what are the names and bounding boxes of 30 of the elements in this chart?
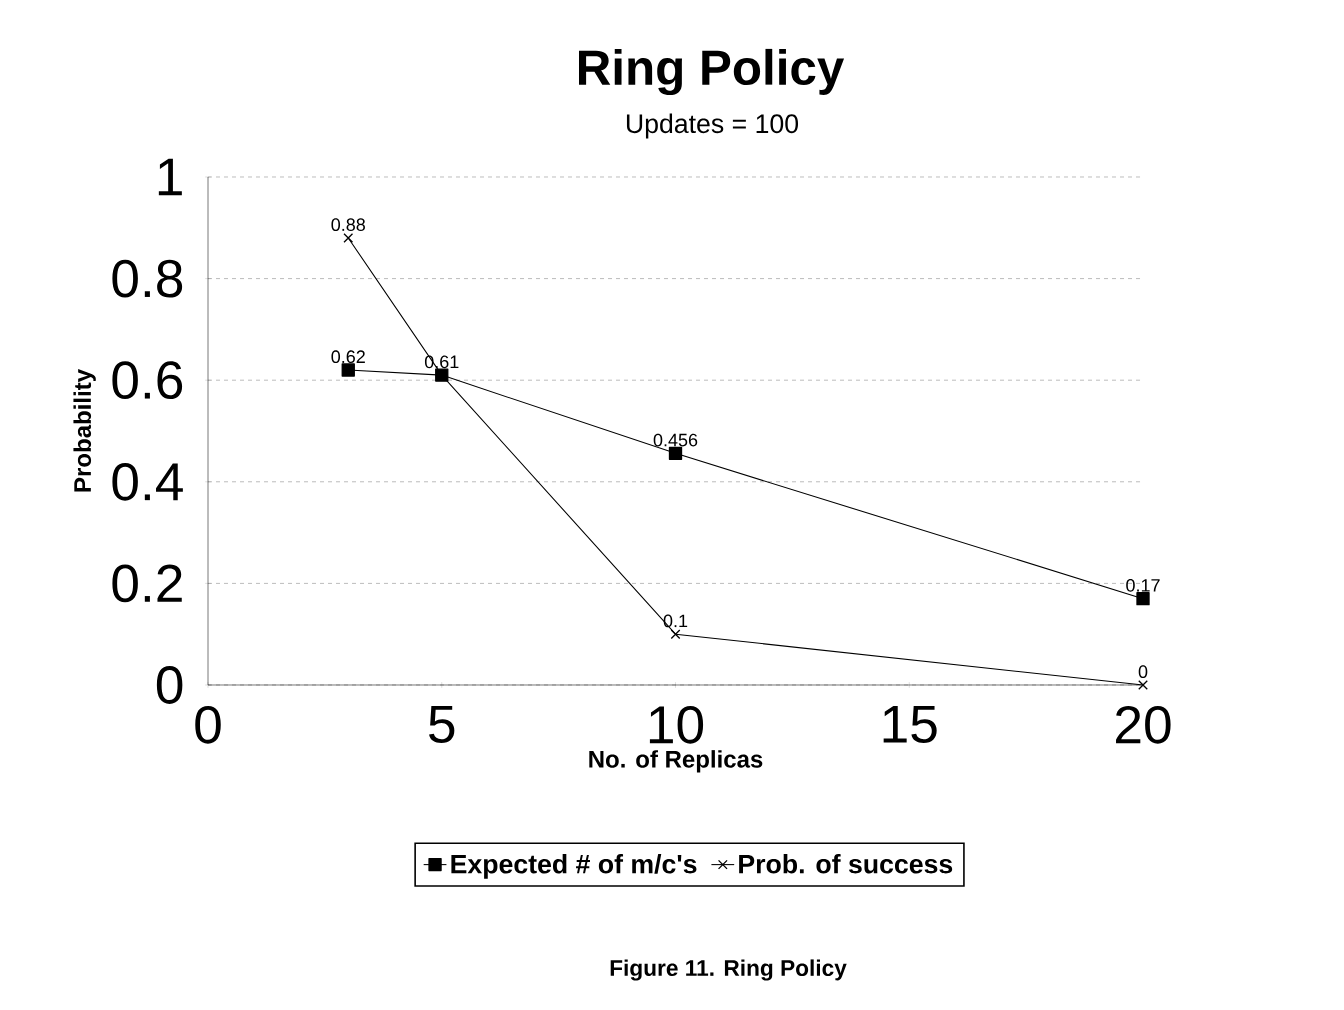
data-label: 0.17 bbox=[1126, 578, 1160, 592]
x-axis-title: No. of Replicas bbox=[589, 750, 763, 773]
legend-label: Expected # of m/c's bbox=[451, 853, 697, 879]
point bbox=[341, 363, 355, 377]
x-tick-label: 5 bbox=[429, 705, 455, 744]
caption: Figure 11. Ring Policy bbox=[610, 959, 847, 981]
data-label: 0.88 bbox=[331, 218, 365, 232]
y-tick-label: 0 bbox=[156, 666, 183, 704]
x-tick-label: 10 bbox=[649, 705, 704, 744]
y-tick-label: 0.4 bbox=[112, 462, 183, 501]
y-tick-label: 0.8 bbox=[112, 259, 183, 298]
chart-subtitle: Updates = 100 bbox=[626, 113, 799, 139]
point bbox=[1138, 680, 1148, 690]
data-label: 0.62 bbox=[331, 350, 365, 364]
x-tick-label: 15 bbox=[883, 705, 937, 744]
data-label: 0.456 bbox=[653, 433, 698, 447]
data-label: 0.1 bbox=[663, 614, 688, 628]
y-tick-label: 0.6 bbox=[112, 361, 183, 400]
chart-title: Ring Policy bbox=[579, 48, 845, 96]
point bbox=[668, 446, 683, 461]
x-tick-label: 20 bbox=[1116, 705, 1171, 744]
point bbox=[1136, 591, 1150, 606]
point bbox=[343, 233, 354, 243]
legend-label: Prob. of success bbox=[739, 853, 953, 874]
y-tick-label: 1 bbox=[158, 158, 182, 196]
x-tick-label: 0 bbox=[195, 705, 221, 744]
data-label: 0 bbox=[1138, 665, 1148, 679]
y-axis-title: Probability bbox=[73, 369, 96, 492]
y-tick-label: 0.2 bbox=[112, 564, 182, 603]
point bbox=[670, 629, 681, 640]
